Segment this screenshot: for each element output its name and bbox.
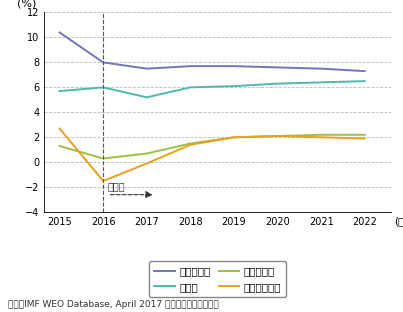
Legend: エチオピア, ケニア, 南アフリカ, ナイジェリア: エチオピア, ケニア, 南アフリカ, ナイジェリア bbox=[149, 261, 287, 297]
Text: 資料：IMF WEO Database, April 2017 から経済産業省作成。: 資料：IMF WEO Database, April 2017 から経済産業省作… bbox=[8, 300, 219, 309]
Text: (年): (年) bbox=[395, 216, 403, 226]
Text: 推計値: 推計値 bbox=[108, 181, 125, 191]
Text: (%): (%) bbox=[17, 0, 36, 8]
